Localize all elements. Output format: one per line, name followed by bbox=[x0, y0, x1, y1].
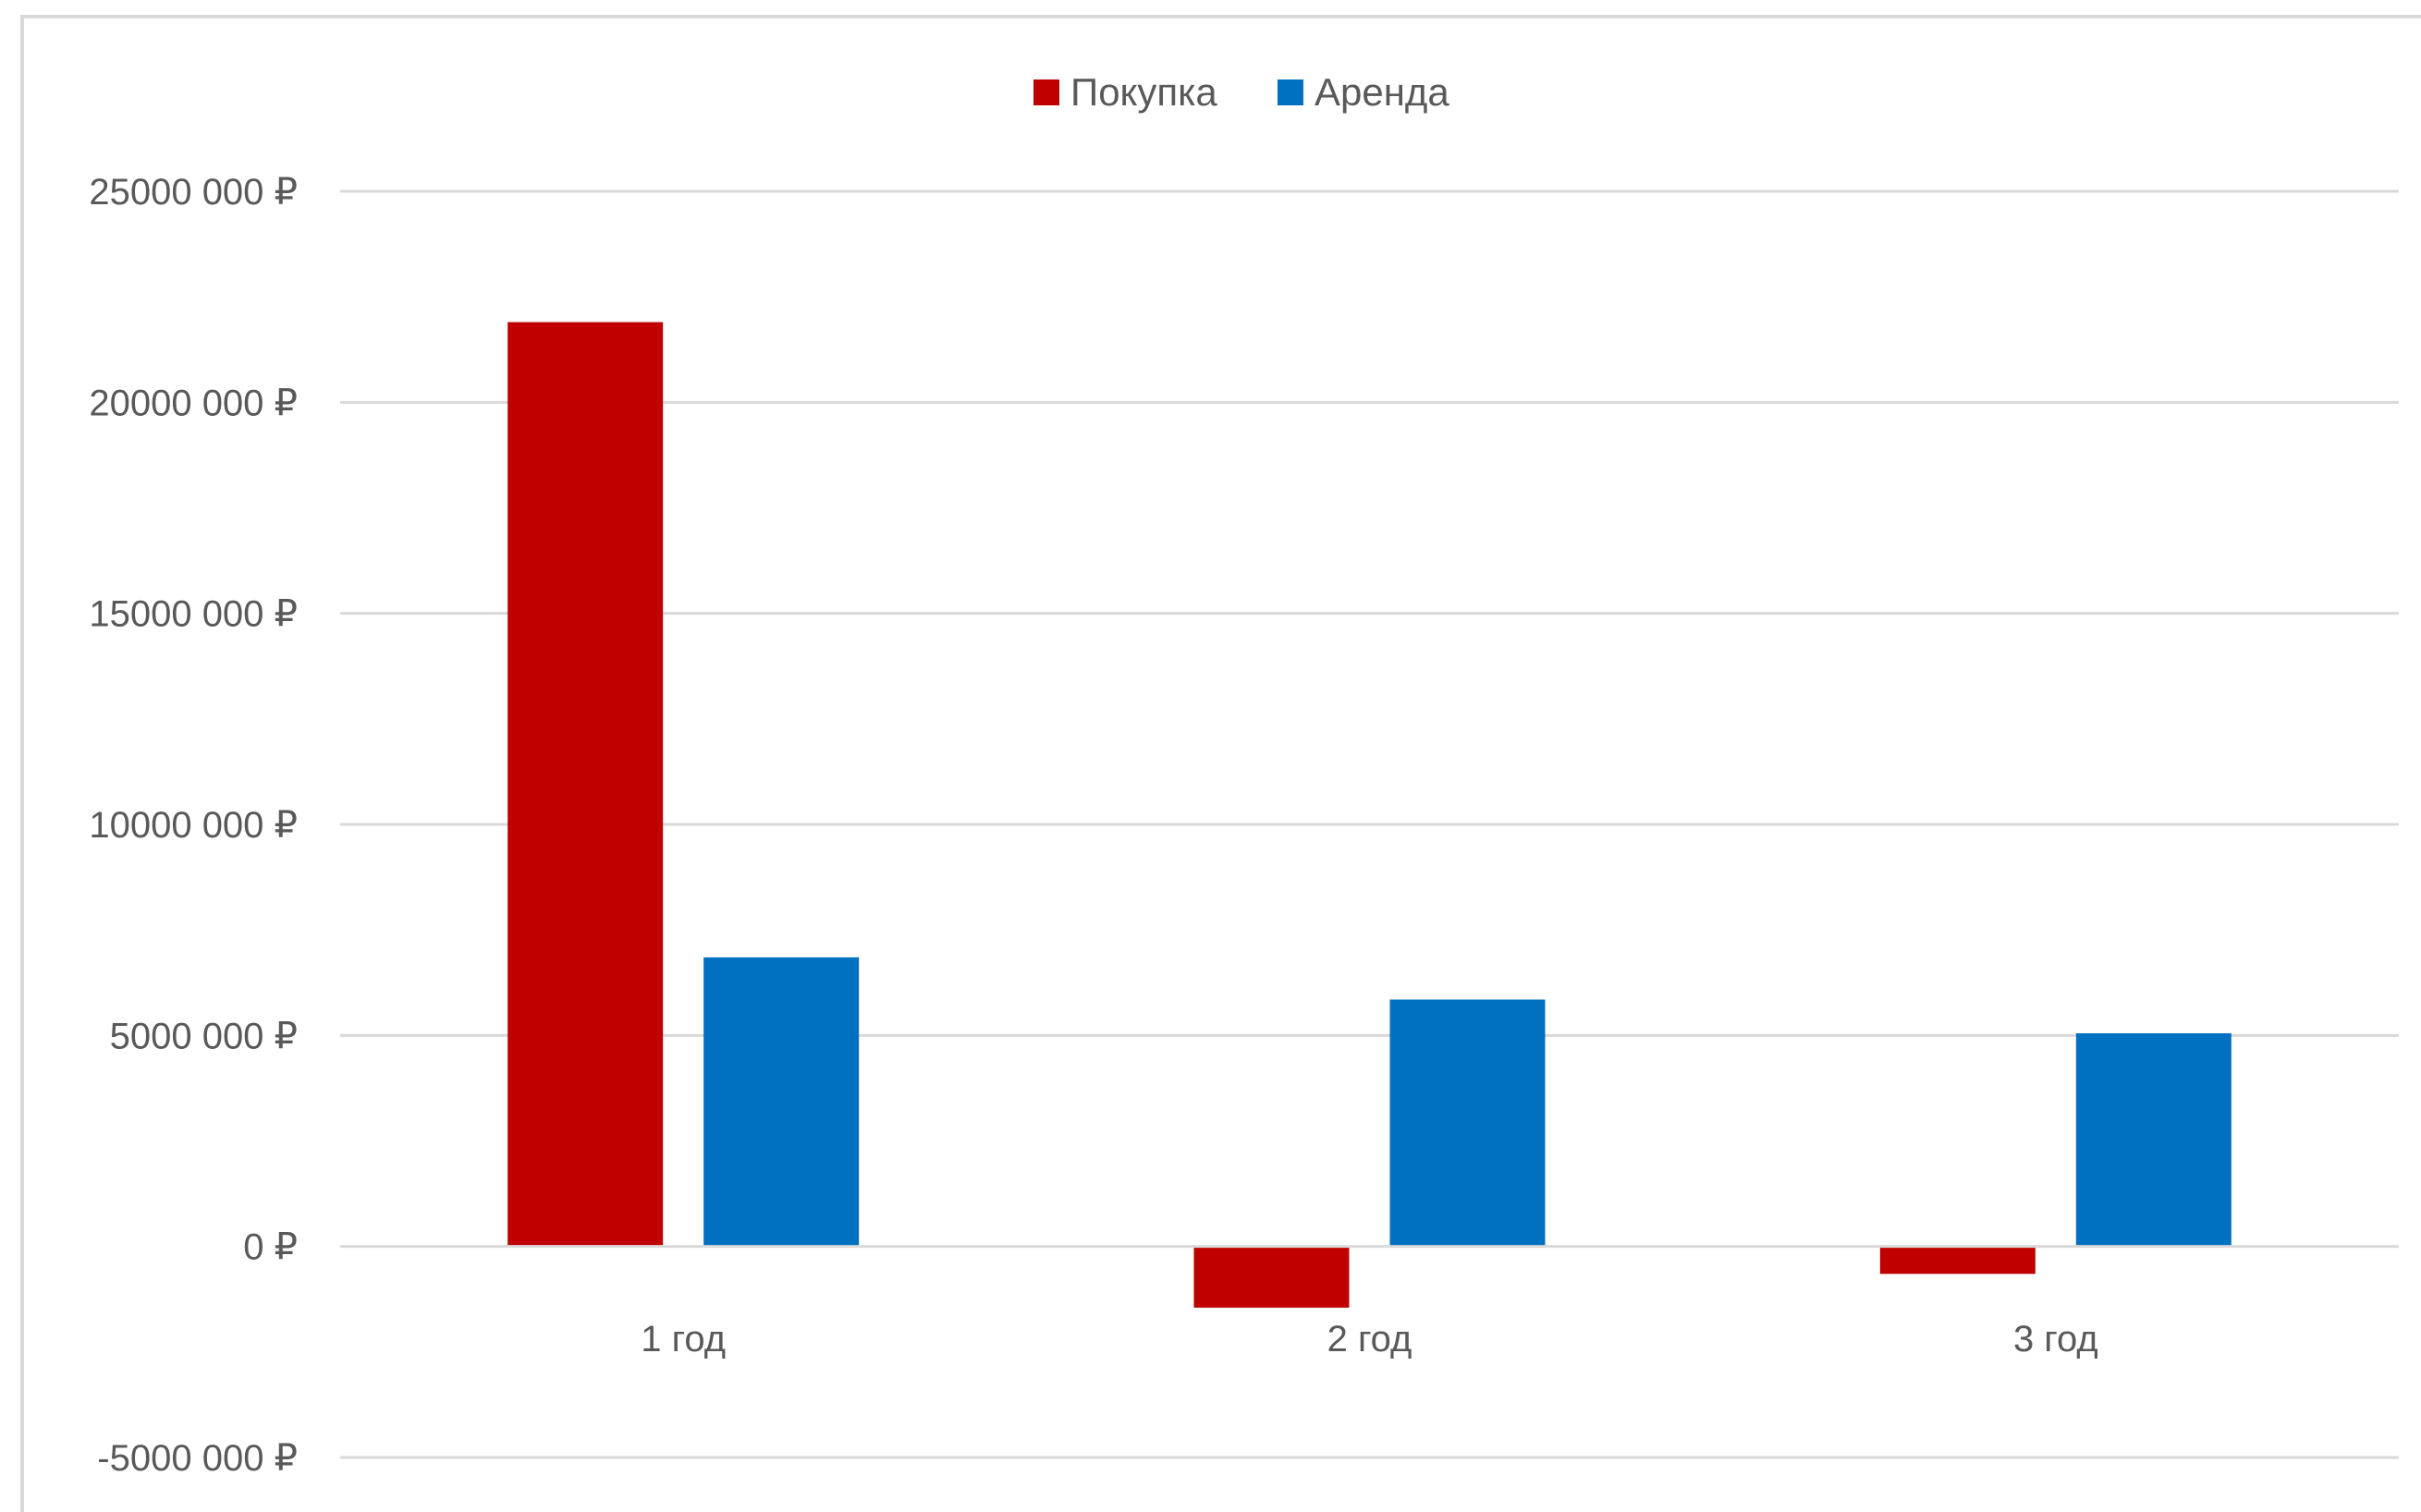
legend-label-pokupka: Покупка bbox=[1070, 70, 1217, 114]
y-tick-label: -5000 000 ₽ bbox=[97, 1438, 298, 1479]
y-tick-label: 0 ₽ bbox=[243, 1227, 298, 1268]
bar-arenda-3 bbox=[2075, 1033, 2231, 1247]
legend-swatch-arenda bbox=[1278, 79, 1303, 105]
y-tick-label: 20000 000 ₽ bbox=[89, 383, 298, 423]
legend: Покупка Аренда bbox=[1033, 70, 1449, 114]
legend-swatch-pokupka bbox=[1033, 79, 1059, 105]
bar-pokupka-3 bbox=[1879, 1246, 2036, 1274]
chart-frame bbox=[20, 15, 2421, 1512]
bar-pokupka-1 bbox=[507, 322, 664, 1247]
x-category-label: 2 год bbox=[1327, 1319, 1412, 1360]
y-tick-label: 10000 000 ₽ bbox=[89, 805, 298, 846]
bar-pokupka-2 bbox=[1193, 1246, 1350, 1308]
y-axis-tick-labels: 25000 000 ₽ 20000 000 ₽ 15000 000 ₽ 10000 0… bbox=[89, 172, 298, 1479]
y-tick-label: 5000 000 ₽ bbox=[110, 1016, 298, 1056]
bars bbox=[507, 322, 2231, 1308]
bar-arenda-2 bbox=[1389, 999, 1546, 1247]
legend-label-arenda: Аренда bbox=[1314, 70, 1449, 114]
gridlines bbox=[340, 189, 2399, 1459]
y-tick-label: 25000 000 ₽ bbox=[89, 172, 298, 213]
bar-arenda-1 bbox=[703, 957, 860, 1247]
x-axis-category-labels: 1 год 2 год 3 год bbox=[641, 1319, 2097, 1360]
y-tick-label: 15000 000 ₽ bbox=[89, 594, 298, 635]
x-category-label: 1 год bbox=[641, 1319, 726, 1360]
x-category-label: 3 год bbox=[2013, 1319, 2098, 1360]
